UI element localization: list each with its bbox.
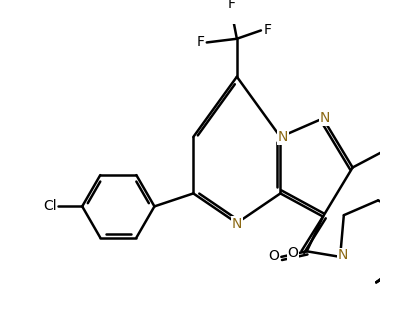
Text: N: N	[337, 249, 348, 262]
Text: F: F	[263, 23, 271, 38]
Text: O: O	[268, 249, 279, 263]
Text: N: N	[320, 111, 331, 125]
Text: O: O	[288, 247, 299, 260]
Text: F: F	[196, 35, 204, 50]
Text: Cl: Cl	[43, 199, 56, 214]
Text: N: N	[232, 217, 242, 231]
Text: F: F	[227, 0, 235, 11]
Text: N: N	[278, 130, 288, 144]
